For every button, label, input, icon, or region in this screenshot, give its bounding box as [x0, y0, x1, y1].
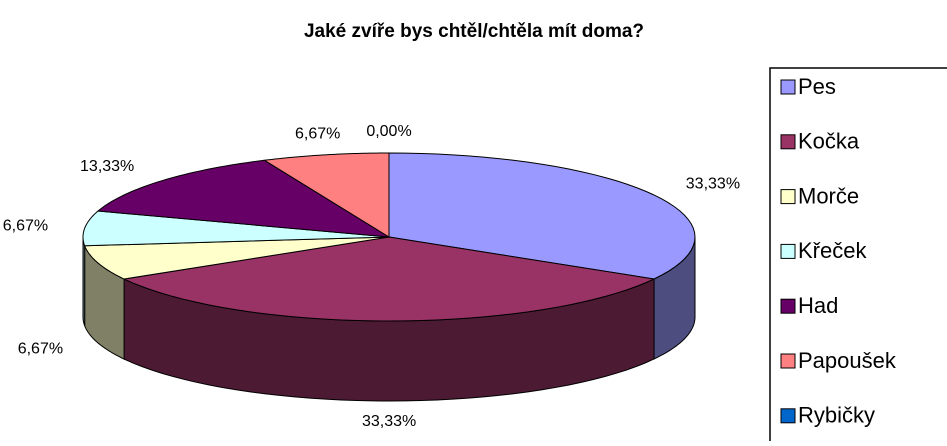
legend-swatch: [780, 353, 796, 369]
legend-label: Rybičky: [798, 403, 875, 428]
legend-swatch: [780, 134, 796, 150]
legend-label: Papoušek: [798, 348, 897, 373]
data-label: 33,33%: [686, 176, 740, 193]
data-label: 6,67%: [295, 126, 340, 143]
legend-label: Had: [798, 293, 838, 318]
chart-title: Jaké zvíře bys chtěl/chtěla mít doma?: [304, 21, 644, 42]
pie-slice: [82, 210, 390, 247]
legend-swatch: [780, 298, 796, 314]
data-label: 13,33%: [80, 158, 134, 175]
legend-swatch: [780, 243, 796, 259]
legend-swatch: [780, 408, 796, 424]
pie-slice: [262, 152, 390, 238]
pie-slice: [388, 152, 696, 280]
data-label: 6,67%: [3, 217, 48, 234]
pie-slice: [96, 159, 390, 238]
data-label: 6,67%: [18, 341, 63, 358]
legend-box: [769, 67, 947, 446]
legend-label: Morče: [798, 183, 859, 208]
legend-label: Kočka: [798, 129, 860, 154]
pie-slice: [83, 236, 390, 280]
legend-swatch: [780, 79, 796, 95]
pie-slice-side: [82, 237, 86, 326]
legend-label: Křeček: [798, 238, 867, 263]
data-label: 0,00%: [366, 123, 411, 140]
legend-label: Pes: [798, 74, 836, 99]
legend-swatch: [780, 189, 796, 205]
data-label: 33,33%: [362, 413, 416, 430]
pie-slice: [122, 236, 656, 322]
